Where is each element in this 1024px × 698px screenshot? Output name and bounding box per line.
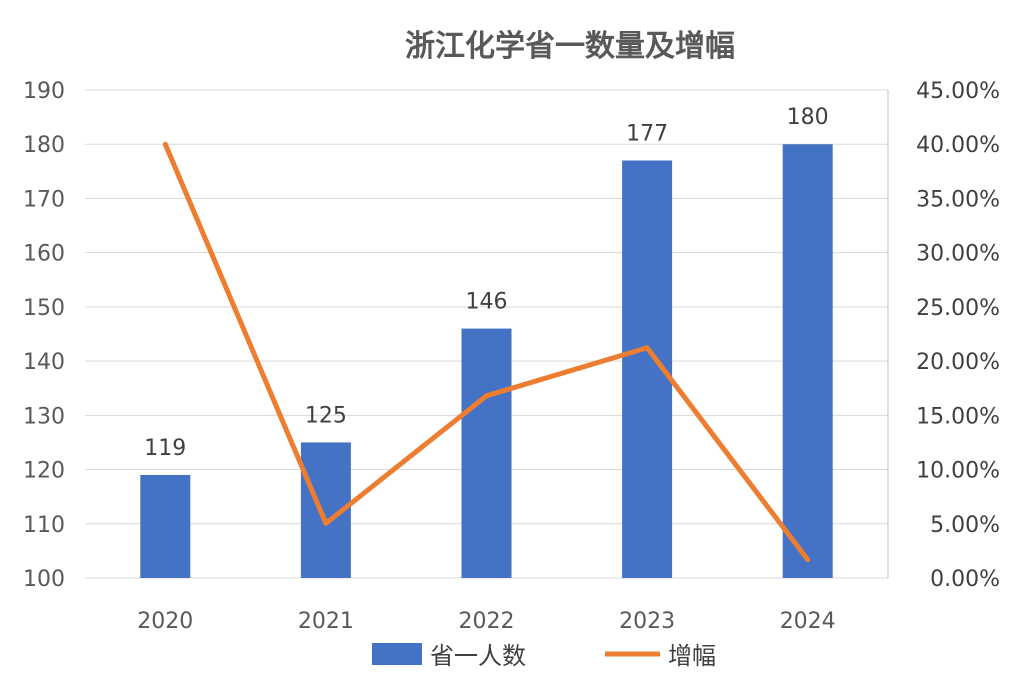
right-tick-label: 40.00% [916, 133, 1000, 158]
right-tick-label: 35.00% [916, 187, 1000, 212]
left-tick-label: 150 [23, 296, 65, 321]
left-tick-label: 100 [23, 567, 65, 592]
left-tick-label: 140 [23, 350, 65, 375]
right-tick-label: 0.00% [930, 567, 1000, 592]
legend: 省一人数 增幅 [372, 642, 716, 670]
line-point [323, 520, 329, 526]
bar [461, 328, 512, 578]
legend-label-line: 增幅 [668, 642, 716, 670]
right-tick-label: 25.00% [916, 296, 1000, 321]
x-tick-label: 2023 [619, 609, 675, 634]
line-point [162, 141, 168, 147]
bar [140, 474, 191, 578]
bar-data-label: 146 [466, 290, 508, 315]
left-tick-label: 130 [23, 404, 65, 429]
x-tick-label: 2020 [137, 609, 193, 634]
right-tick-label: 30.00% [916, 242, 1000, 267]
left-tick-label: 180 [23, 133, 65, 158]
left-tick-label: 160 [23, 242, 65, 267]
bar [782, 144, 833, 578]
right-tick-label: 5.00% [930, 513, 1000, 538]
left-tick-label: 190 [23, 79, 65, 104]
legend-swatch-bar [372, 643, 422, 665]
right-tick-label: 45.00% [916, 79, 1000, 104]
line-point [805, 557, 811, 563]
chart-title: 浙江化学省一数量及增幅 [405, 29, 735, 64]
x-tick-label: 2021 [298, 609, 354, 634]
bar-data-label: 180 [787, 105, 829, 130]
bar-data-label: 119 [144, 436, 186, 461]
right-tick-label: 10.00% [916, 459, 1000, 484]
bar-data-label: 177 [626, 121, 668, 146]
left-tick-label: 120 [23, 459, 65, 484]
line-point [644, 345, 650, 351]
right-tick-label: 15.00% [916, 404, 1000, 429]
x-tick-label: 2024 [780, 609, 836, 634]
legend-label-bar: 省一人数 [430, 642, 526, 670]
left-tick-label: 170 [23, 187, 65, 212]
x-tick-label: 2022 [459, 609, 515, 634]
left-tick-label: 110 [23, 513, 65, 538]
right-tick-label: 20.00% [916, 350, 1000, 375]
bar-data-label: 125 [305, 403, 347, 428]
line-point [484, 393, 489, 399]
